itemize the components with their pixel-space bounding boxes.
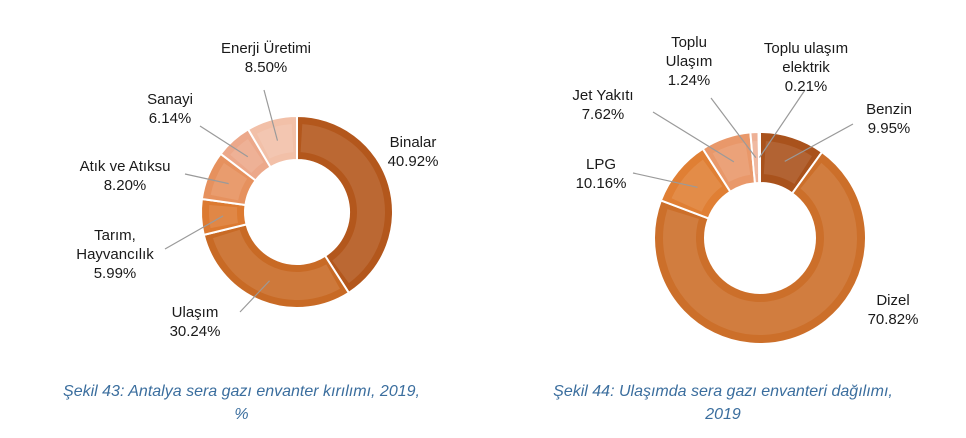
slice-name: Enerji Üretimi [220,40,311,57]
slice-value: 6.14% [148,110,192,127]
slice-label-enerji-uretimi: Enerji Üretimi 8.50% [186,39,346,77]
slice-value: 0.21% [784,78,828,95]
slice-highlight-tarim-hayvancilik [209,205,239,229]
caption-line-1: Şekil 43: Antalya sera gazı envanter kır… [63,383,420,400]
slice-value: 30.24% [169,323,221,340]
slice-highlight-enerji-uretimi [256,124,294,159]
slice-highlight-benzin [763,141,812,184]
slice-value: 10.16% [575,175,627,192]
caption-line-2: 2019 [705,406,741,423]
slice-label-jet-yakiti: Jet Yakıtı 7.62% [553,86,653,124]
slice-value: 1.24% [667,72,711,89]
slice-value: 8.20% [103,177,147,194]
slice-value: 7.62% [581,106,625,123]
slice-name: LPG [585,156,616,173]
slice-label-toplu-ulasim-elektrik: Toplu ulaşım elektrik 0.21% [741,39,871,96]
slice-label-atik-ve-atiksu: Atık ve Atıksu 8.20% [55,157,195,195]
leader-line-tarim-hayvancilik [164,215,224,250]
leader-line-ulasim [239,280,270,313]
slice-name-line-2: Ulaşım [665,53,713,70]
slice-highlight-binalar [300,124,385,284]
slice-label-ulasim: Ulaşım 30.24% [145,303,245,341]
slice-name-line-1: Toplu [671,34,707,51]
leader-line-toplu-ulasim-elektrik [758,89,806,158]
slice-value: 9.95% [867,120,911,137]
slice-value: 5.99% [93,265,137,282]
slice-highlight-atik-ve-atiksu [210,162,248,201]
caption-line-1: Şekil 44: Ulaşımda sera gazı envanteri d… [553,383,893,400]
leader-line-atik-ve-atiksu [184,173,229,185]
leader-line-benzin [784,123,854,162]
slice-label-dizel: Dizel 70.82% [853,291,933,329]
leader-line-enerji-uretimi [263,89,279,141]
slice-highlight-jet-yakiti [712,142,751,183]
caption-line-2: % [234,406,249,423]
slice-name: Dizel [876,292,910,309]
slice-highlight-ulasim [212,229,340,301]
slice-label-tarim-hayvancilik: Tarım, Hayvancılık 5.99% [55,226,175,283]
slice-value: 40.92% [387,153,439,170]
slice-name: Ulaşım [171,304,219,321]
slice-name: Atık ve Atıksu [79,158,171,175]
leader-line-sanayi [199,125,249,158]
slice-name: Sanayi [147,91,193,108]
slice-name-line-2: elektrik [782,59,830,76]
slice-toplu-ulasim-elektrik [757,130,761,185]
figure-caption: Şekil 43: Antalya sera gazı envanter kır… [20,380,463,426]
slice-highlight-dizel [663,162,857,336]
slice-name-line-2: Hayvancılık [76,246,154,263]
slice-name-line-1: Tarım, [94,227,136,244]
leader-line-jet-yakiti [652,111,735,163]
slice-label-benzin: Benzin 9.95% [849,100,929,138]
slice-highlight-lpg [671,159,723,212]
slice-name: Binalar [389,134,437,151]
slice-label-sanayi: Sanayi 6.14% [125,90,215,128]
leader-line-lpg [632,172,698,188]
slice-name-line-1: Toplu ulaşım [763,40,849,57]
chart-panel-ulasim: Toplu Ulaşım 1.24% Toplu ulaşım elektrik… [483,0,966,438]
slice-value: 8.50% [244,59,288,76]
donut-chart-antalya [164,89,394,313]
slice-label-binalar: Binalar 40.92% [370,133,456,171]
figure-caption: Şekil 44: Ulaşımda sera gazı envanteri d… [498,380,948,426]
donut-chart-ulasim [632,89,867,345]
slice-value: 70.82% [867,311,919,328]
slice-label-lpg: LPG 10.16% [566,155,636,193]
slice-label-toplu-ulasim: Toplu Ulaşım 1.24% [651,33,727,90]
slice-name: Benzin [866,101,912,118]
slice-name: Jet Yakıtı [572,87,634,104]
chart-panel-antalya: Enerji Üretimi 8.50% Sanayi 6.14% Atık v… [20,39,463,426]
leader-line-toplu-ulasim [710,97,757,158]
